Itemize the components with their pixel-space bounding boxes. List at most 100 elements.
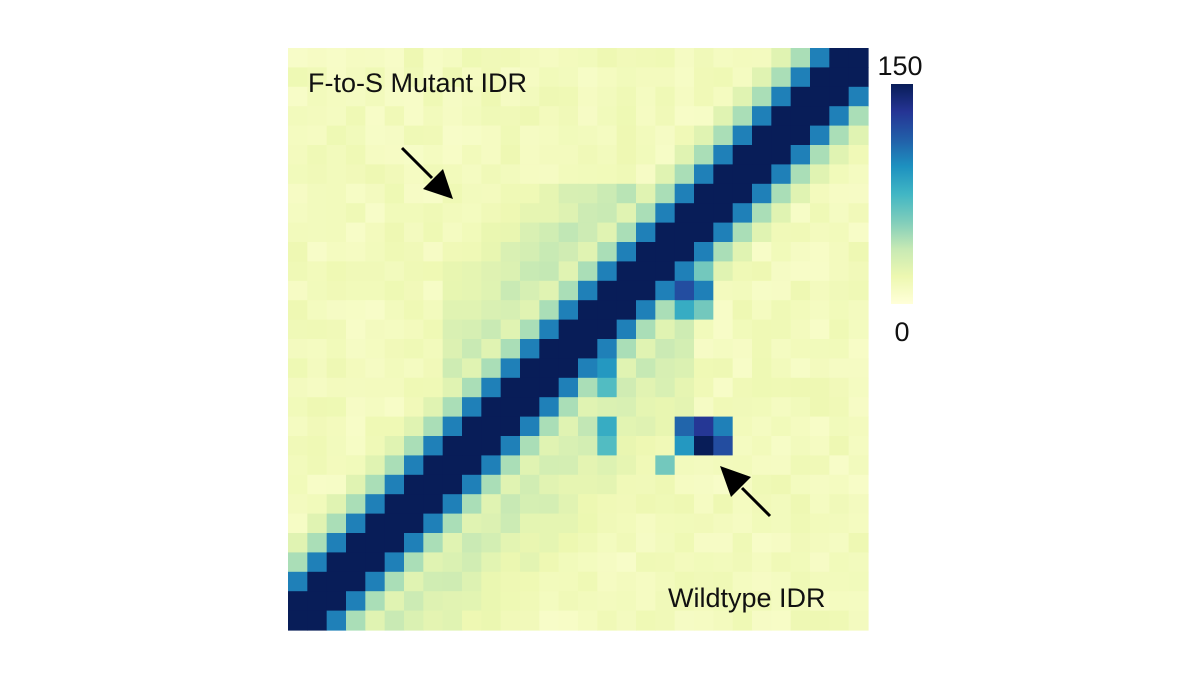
heatmap-cell [752, 222, 772, 243]
heatmap-cell [288, 106, 308, 127]
heatmap-cell [694, 125, 714, 146]
heatmap-cell [752, 552, 772, 573]
heatmap-cell [732, 455, 753, 476]
heatmap-cell [423, 222, 444, 243]
heatmap-cell [384, 125, 405, 146]
heatmap-cell [520, 86, 540, 107]
heatmap-cell [423, 591, 444, 612]
heatmap-cell [713, 358, 734, 379]
heatmap-cell [752, 67, 772, 88]
heatmap-cell [481, 164, 502, 185]
heatmap-cell [655, 48, 676, 68]
heatmap-cell [578, 436, 598, 456]
heatmap-cell [500, 203, 521, 224]
heatmap-cell [404, 280, 424, 301]
heatmap-cell [539, 339, 560, 359]
heatmap-cell [848, 319, 869, 340]
heatmap-cell [597, 48, 618, 68]
heatmap-cell [829, 67, 850, 88]
heatmap-cell [771, 416, 792, 437]
heatmap-cell [597, 164, 618, 185]
heatmap-cell [481, 513, 502, 534]
heatmap-cell [771, 513, 792, 534]
heatmap-cell [346, 222, 366, 243]
heatmap-cell [384, 571, 405, 592]
heatmap-cell [539, 416, 560, 437]
heatmap-cell [655, 125, 676, 146]
heatmap-cell [597, 474, 618, 495]
heatmap-cell [558, 474, 579, 495]
heatmap-cell [636, 86, 656, 107]
heatmap-cell [674, 339, 695, 359]
heatmap-cell [384, 494, 405, 515]
heatmap-cell [674, 319, 695, 340]
heatmap-cell [752, 106, 772, 127]
heatmap-cell [404, 494, 424, 515]
heatmap-cell [326, 86, 347, 107]
heatmap-cell [694, 377, 714, 398]
heatmap-cell [732, 377, 753, 398]
heatmap-cell [404, 533, 424, 553]
heatmap-cell [616, 67, 637, 88]
heatmap-cell [674, 86, 695, 107]
heatmap-cell [365, 494, 386, 515]
heatmap-cell [616, 533, 637, 553]
heatmap-cell [442, 533, 463, 553]
heatmap-cell [404, 222, 424, 243]
heatmap-cell [423, 145, 444, 165]
heatmap-cell [404, 358, 424, 379]
heatmap-cell [539, 203, 560, 224]
heatmap-cell [442, 474, 463, 495]
heatmap-cell [655, 106, 676, 127]
heatmap-cell [829, 358, 850, 379]
heatmap-cell [307, 474, 328, 495]
heatmap-cell [674, 416, 695, 437]
heatmap-cell [462, 222, 482, 243]
heatmap-cell [829, 125, 850, 146]
heatmap-cell [442, 67, 463, 88]
heatmap-cell [732, 242, 753, 262]
heatmap-cell [442, 571, 463, 592]
heatmap-cell [597, 513, 618, 534]
heatmap-cell [520, 552, 540, 573]
heatmap-cell [288, 591, 308, 612]
heatmap-cell [288, 242, 308, 262]
heatmap-cell [307, 125, 328, 146]
heatmap-cell [771, 280, 792, 301]
heatmap-cell [616, 183, 637, 204]
heatmap-cell [694, 591, 714, 612]
heatmap-cell [713, 610, 734, 631]
heatmap-cell [616, 474, 637, 495]
heatmap-cell [307, 222, 328, 243]
heatmap-cell [655, 358, 676, 379]
heatmap-cell [771, 436, 792, 456]
heatmap-cell [655, 591, 676, 612]
heatmap-cell [288, 552, 308, 573]
heatmap-cell [442, 397, 463, 418]
heatmap-cell [810, 436, 830, 456]
heatmap-cell [365, 261, 386, 282]
heatmap-cell [694, 164, 714, 185]
heatmap-cell [713, 67, 734, 88]
heatmap-cell [346, 377, 366, 398]
heatmap-cell [404, 455, 424, 476]
heatmap-cell [790, 552, 811, 573]
heatmap-cell [423, 474, 444, 495]
heatmap-cell [404, 319, 424, 340]
heatmap-cell [346, 339, 366, 359]
heatmap-cell [539, 377, 560, 398]
heatmap-cell [558, 203, 579, 224]
heatmap-cell [365, 125, 386, 146]
heatmap-cell [365, 377, 386, 398]
heatmap-cell [616, 86, 637, 107]
heatmap-cell [636, 494, 656, 515]
heatmap-cell [384, 261, 405, 282]
heatmap-cell [481, 280, 502, 301]
heatmap-cell [384, 106, 405, 127]
heatmap-cell [558, 377, 579, 398]
heatmap-cell [713, 319, 734, 340]
heatmap-cell [694, 222, 714, 243]
heatmap-cell [423, 280, 444, 301]
heatmap-cell [848, 533, 869, 553]
heatmap-cell [307, 358, 328, 379]
